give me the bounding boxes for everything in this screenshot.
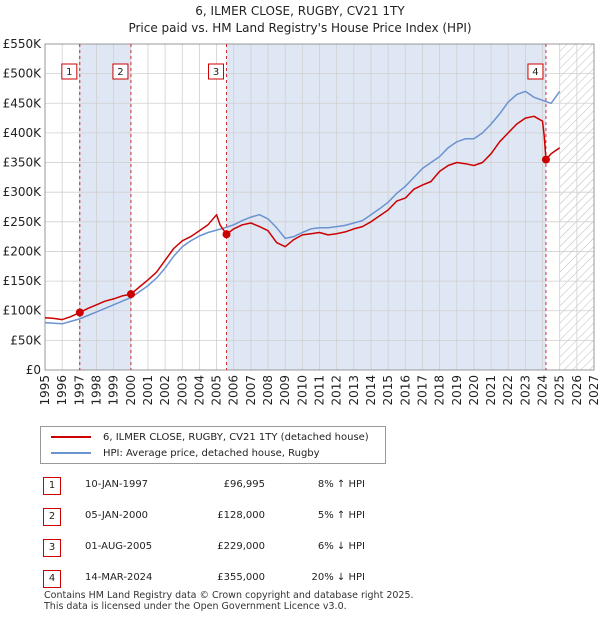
legend-label-hpi: HPI: Average price, detached house, Rugb… (103, 447, 320, 459)
x-tick-label: 2023 (518, 375, 532, 406)
sale-period-band (79, 44, 131, 370)
y-tick-label: £250K (3, 215, 43, 229)
y-tick-label: £300K (3, 185, 43, 199)
sale-hpi-diff: 20% ↓ HPI (311, 572, 365, 583)
sale-hpi-diff: 5% ↑ HPI (317, 510, 365, 521)
x-tick-label: 2021 (484, 375, 498, 406)
sale-row: 1 10-JAN-1997 £96,995 8% ↑ HPI (40, 472, 380, 503)
sale-point (222, 230, 231, 239)
sale-period-band (226, 44, 546, 370)
y-tick-label: £200K (3, 244, 43, 258)
sales-table: 1 10-JAN-1997 £96,995 8% ↑ HPI 2 05-JAN-… (40, 472, 380, 596)
sale-label-box (208, 63, 225, 80)
sale-date: 01-AUG-2005 (85, 541, 153, 552)
x-tick-label: 2009 (278, 375, 292, 406)
sale-label-text: 4 (532, 67, 538, 78)
x-tick-label: 2019 (450, 375, 464, 406)
sale-date: 10-JAN-1997 (85, 479, 149, 490)
x-tick-label: 2018 (433, 375, 447, 406)
sale-label-text: 2 (117, 67, 123, 78)
price-chart: £0 £50K £100K £150K £200K £250K £300K £350K £400… (3, 37, 600, 406)
x-tick-label: 2014 (364, 375, 378, 406)
x-tick-label: 2026 (570, 375, 584, 406)
sale-point (126, 290, 135, 299)
sale-row: 2 05-JAN-2000 £128,000 5% ↑ HPI (40, 503, 380, 534)
x-tick-label: 2012 (330, 375, 344, 406)
sale-price: £229,000 (217, 541, 265, 552)
sale-number-badge: 1 (43, 477, 61, 495)
x-tick-label: 2002 (158, 375, 172, 406)
x-tick-label: 2024 (536, 375, 550, 406)
x-tick-label: 2000 (124, 375, 138, 406)
x-tick-label: 2025 (553, 375, 567, 406)
sale-row: 3 01-AUG-2005 £229,000 6% ↓ HPI (40, 534, 380, 565)
x-tick-label: 2005 (210, 375, 224, 406)
sale-number-badge: 3 (43, 539, 61, 557)
x-tick-label: 1996 (55, 375, 69, 406)
legend: 6, ILMER CLOSE, RUGBY, CV21 1TY (detache… (40, 426, 386, 464)
footer-line-2: This data is licensed under the Open Gov… (44, 601, 347, 612)
x-tick-label: 2001 (141, 375, 155, 406)
y-tick-label: £150K (3, 274, 43, 288)
y-tick-label: £450K (3, 96, 43, 110)
x-tick-label: 2007 (244, 375, 258, 406)
y-tick-label: £550K (3, 37, 43, 51)
sale-point (75, 308, 84, 317)
sale-date: 05-JAN-2000 (85, 510, 149, 521)
legend-line-property (51, 436, 91, 438)
sale-label-box (61, 63, 78, 80)
legend-item-property: 6, ILMER CLOSE, RUGBY, CV21 1TY (detache… (51, 430, 369, 444)
x-tick-label: 2027 (587, 375, 600, 406)
sale-hpi-diff: 6% ↓ HPI (317, 541, 365, 552)
x-tick-label: 2017 (415, 375, 429, 406)
chart-title: 6, ILMER CLOSE, RUGBY, CV21 1TY (195, 4, 405, 18)
sale-date: 14-MAR-2024 (85, 572, 153, 583)
x-tick-label: 1999 (107, 375, 121, 406)
sale-number-badge: 4 (43, 570, 61, 588)
sale-label-text: 1 (66, 67, 72, 78)
sale-number-badge: 2 (43, 508, 61, 526)
y-tick-label: £0 (26, 363, 41, 377)
x-tick-label: 2020 (467, 375, 481, 406)
footer-note: Contains HM Land Registry data © Crown c… (44, 590, 414, 612)
y-tick-label: £50K (10, 333, 42, 347)
sale-hpi-diff: 8% ↑ HPI (317, 479, 365, 490)
sale-label-text: 3 (213, 67, 219, 78)
footer-line-1: Contains HM Land Registry data © Crown c… (44, 590, 414, 601)
x-tick-label: 1998 (89, 375, 103, 406)
x-tick-label: 2003 (175, 375, 189, 406)
sale-label-box (112, 63, 129, 80)
property-price-line (44, 115, 561, 321)
sale-price: £96,995 (223, 479, 265, 490)
sale-label-box (527, 63, 544, 80)
y-tick-label: £500K (3, 67, 43, 81)
sale-price: £355,000 (217, 572, 265, 583)
legend-line-hpi (51, 452, 91, 454)
sale-point (541, 155, 550, 164)
x-tick-label: 2010 (295, 375, 309, 406)
x-tick-label: 2016 (398, 375, 412, 406)
chart-subtitle: Price paid vs. HM Land Registry's House … (128, 21, 472, 35)
x-tick-label: 2011 (313, 375, 327, 406)
y-tick-label: £100K (3, 304, 43, 318)
y-tick-label: £400K (3, 126, 43, 140)
x-tick-label: 2004 (192, 375, 206, 406)
x-tick-label: 2013 (347, 375, 361, 406)
legend-item-hpi: HPI: Average price, detached house, Rugb… (51, 446, 320, 460)
x-tick-label: 1995 (38, 375, 52, 406)
plot-frame (44, 43, 595, 371)
sale-row: 4 14-MAR-2024 £355,000 20% ↓ HPI (40, 565, 380, 596)
y-tick-label: £350K (3, 156, 43, 170)
x-tick-label: 2006 (227, 375, 241, 406)
legend-label-property: 6, ILMER CLOSE, RUGBY, CV21 1TY (detache… (103, 431, 369, 443)
sale-price: £128,000 (217, 510, 265, 521)
x-tick-label: 2022 (501, 375, 515, 406)
x-tick-label: 1997 (72, 375, 86, 406)
x-tick-label: 2008 (261, 375, 275, 406)
x-tick-label: 2015 (381, 375, 395, 406)
